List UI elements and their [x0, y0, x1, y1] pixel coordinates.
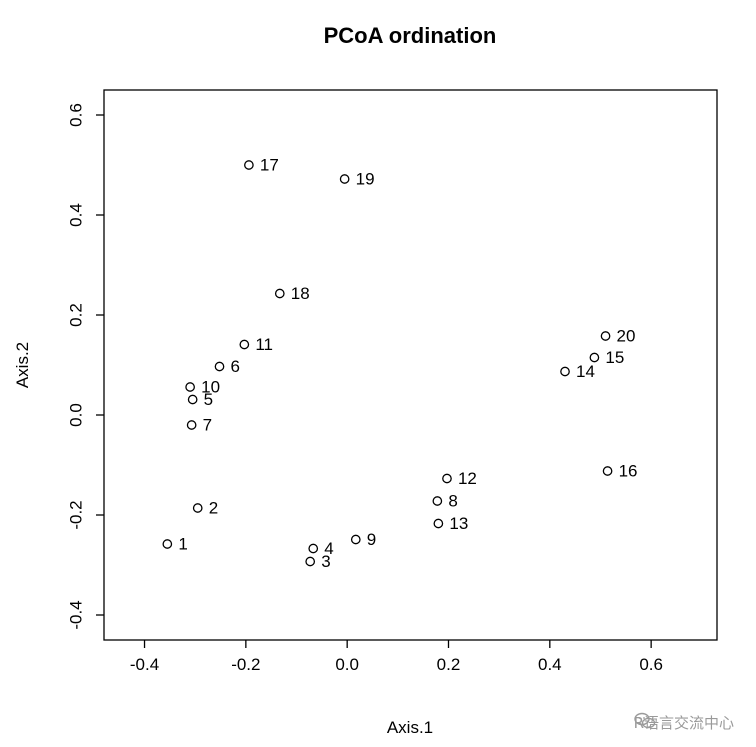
x-axis-label: Axis.1 — [387, 718, 433, 737]
y-tick-label: 0.6 — [67, 103, 86, 127]
data-point-label: 6 — [231, 357, 240, 376]
data-point-label: 7 — [203, 416, 212, 435]
data-point-11 — [239, 339, 250, 350]
y-tick-label: 0.2 — [67, 303, 86, 327]
data-point-4 — [308, 543, 319, 554]
data-point-label: 16 — [619, 462, 638, 481]
data-point-9 — [350, 534, 361, 545]
data-point-label: 18 — [291, 284, 310, 303]
data-point-2 — [192, 503, 203, 513]
data-point-12 — [442, 473, 452, 484]
data-point-10 — [185, 382, 195, 392]
data-point-label: 19 — [356, 170, 375, 189]
data-point-label: 14 — [576, 362, 595, 381]
data-point-label: 20 — [617, 327, 636, 346]
x-tick-label: -0.2 — [231, 655, 260, 674]
data-point-13 — [433, 518, 444, 529]
data-point-label: 13 — [449, 514, 468, 533]
data-point-3 — [305, 556, 316, 567]
x-tick-label: 0.4 — [538, 655, 562, 674]
data-point-label: 8 — [448, 492, 457, 511]
y-axis-ticks: -0.4 -0.2 0.0 0.2 0.4 0.6 — [67, 103, 104, 630]
data-point-label: 9 — [367, 530, 376, 549]
y-tick-label: -0.4 — [67, 600, 86, 629]
plot-frame — [103, 89, 718, 641]
data-point-label: 12 — [458, 469, 477, 488]
wechat-icon — [633, 712, 655, 729]
data-point-16 — [602, 466, 613, 476]
chart-title: PCoA ordination — [324, 23, 497, 48]
data-point-label: 3 — [321, 552, 330, 571]
data-point-label: 4 — [324, 539, 333, 558]
x-tick-label: 0.2 — [437, 655, 461, 674]
data-point-label: 10 — [201, 378, 220, 397]
x-axis-ticks: -0.4 -0.2 0.0 0.2 0.4 0.6 — [130, 640, 663, 674]
y-tick-label: 0.4 — [67, 203, 86, 227]
x-tick-label: 0.0 — [335, 655, 359, 674]
data-point-label: 15 — [605, 348, 624, 367]
watermark: R语言交流中心 — [634, 712, 734, 733]
y-axis-label: Axis.2 — [13, 342, 32, 388]
data-point-6 — [214, 361, 225, 372]
data-point-5 — [187, 394, 198, 405]
y-tick-label: -0.2 — [67, 500, 86, 529]
data-point-1 — [162, 539, 173, 549]
x-tick-label: 0.6 — [639, 655, 663, 674]
data-point-label: 2 — [209, 499, 218, 518]
data-point-14 — [560, 366, 570, 377]
data-point-label: 5 — [204, 390, 213, 409]
data-point-20 — [600, 331, 611, 341]
data-point-label: 1 — [178, 535, 187, 554]
data-point-15 — [589, 352, 600, 363]
data-point-19 — [339, 174, 350, 184]
watermark-text: R语言交流中心 — [633, 714, 734, 732]
data-point-label: 17 — [260, 156, 279, 175]
data-point-18 — [274, 288, 285, 299]
data-point-label: 11 — [255, 335, 273, 354]
data-point-7 — [186, 420, 197, 430]
y-tick-label: 0.0 — [67, 403, 86, 427]
x-tick-label: -0.4 — [130, 655, 159, 674]
data-point-17 — [244, 160, 254, 170]
data-point-8 — [432, 496, 443, 506]
